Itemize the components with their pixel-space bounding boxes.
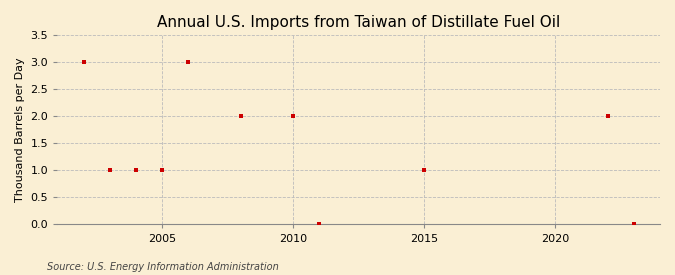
- Point: [602, 114, 613, 119]
- Point: [157, 168, 167, 173]
- Point: [418, 168, 429, 173]
- Title: Annual U.S. Imports from Taiwan of Distillate Fuel Oil: Annual U.S. Imports from Taiwan of Disti…: [157, 15, 560, 30]
- Y-axis label: Thousand Barrels per Day: Thousand Barrels per Day: [15, 57, 25, 202]
- Point: [314, 222, 325, 227]
- Point: [130, 168, 141, 173]
- Point: [628, 222, 639, 227]
- Text: Source: U.S. Energy Information Administration: Source: U.S. Energy Information Administ…: [47, 262, 279, 272]
- Point: [288, 114, 298, 119]
- Point: [105, 168, 115, 173]
- Point: [78, 60, 89, 65]
- Point: [183, 60, 194, 65]
- Point: [236, 114, 246, 119]
